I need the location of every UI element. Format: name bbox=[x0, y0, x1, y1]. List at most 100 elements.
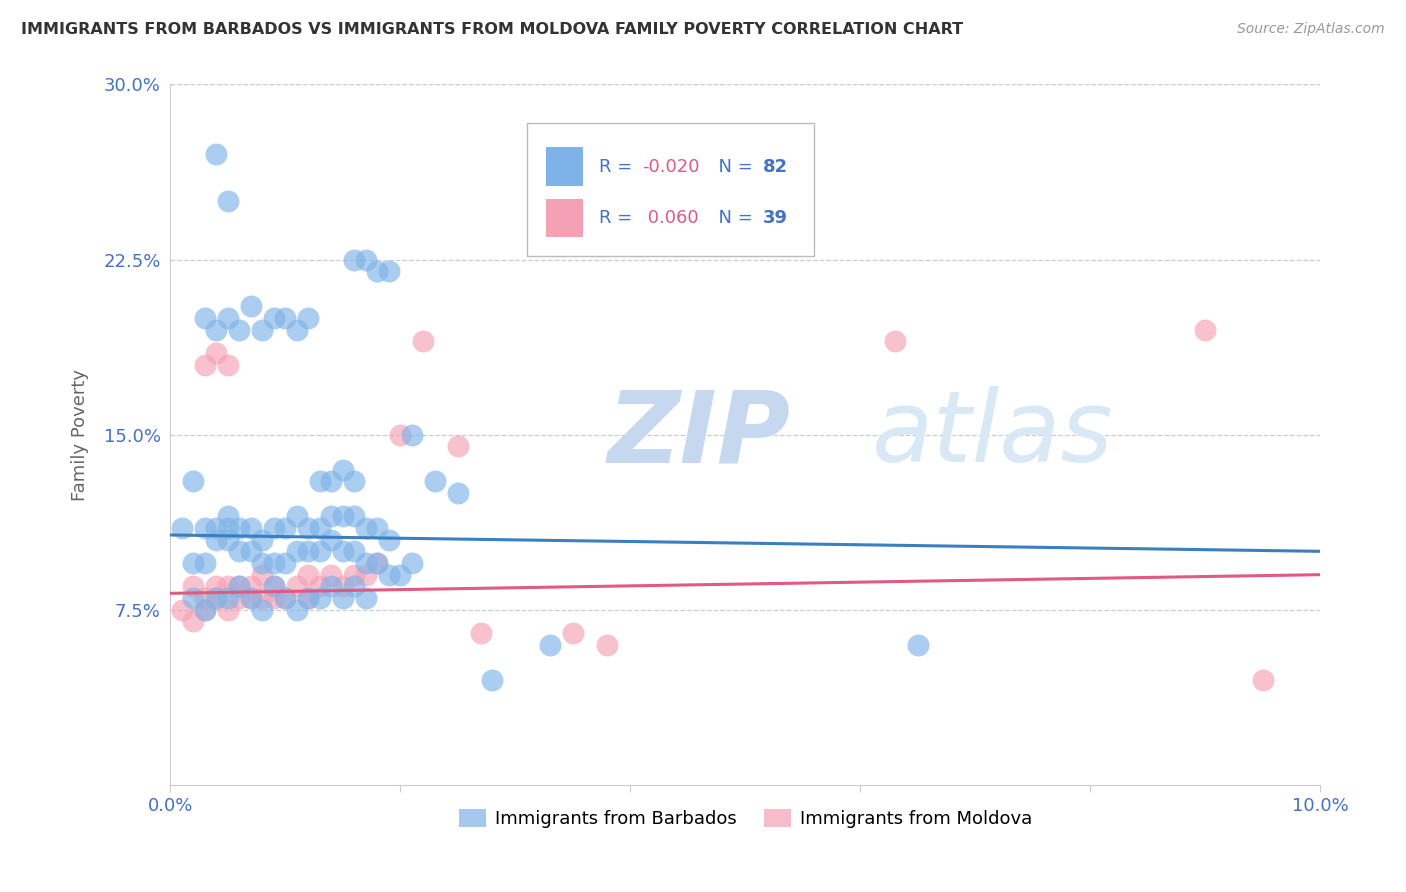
Point bbox=[561, 626, 583, 640]
Point bbox=[252, 322, 274, 336]
Point bbox=[205, 147, 228, 161]
Point bbox=[194, 602, 217, 616]
Point bbox=[239, 299, 262, 313]
Point bbox=[343, 252, 366, 267]
Point bbox=[308, 544, 330, 558]
Point bbox=[332, 509, 354, 524]
Point bbox=[285, 509, 308, 524]
Point bbox=[194, 556, 217, 570]
Point bbox=[297, 591, 319, 605]
Point bbox=[332, 579, 354, 593]
Point bbox=[205, 533, 228, 547]
Point bbox=[263, 556, 285, 570]
Point bbox=[170, 521, 193, 535]
Point bbox=[263, 521, 285, 535]
Point bbox=[285, 544, 308, 558]
Point bbox=[332, 462, 354, 476]
Point bbox=[263, 579, 285, 593]
Point bbox=[297, 310, 319, 325]
Point bbox=[308, 591, 330, 605]
Point bbox=[194, 521, 217, 535]
Point bbox=[1251, 673, 1274, 687]
Point bbox=[423, 475, 446, 489]
Point bbox=[412, 334, 434, 349]
Point bbox=[239, 591, 262, 605]
Point bbox=[366, 264, 388, 278]
Point bbox=[378, 567, 401, 582]
Point bbox=[252, 556, 274, 570]
Legend: Immigrants from Barbados, Immigrants from Moldova: Immigrants from Barbados, Immigrants fro… bbox=[451, 801, 1039, 835]
Point bbox=[217, 509, 239, 524]
Text: ZIP: ZIP bbox=[607, 386, 790, 483]
Point bbox=[194, 591, 217, 605]
Point bbox=[321, 509, 343, 524]
Point bbox=[181, 615, 204, 629]
Point bbox=[217, 358, 239, 372]
Point bbox=[252, 591, 274, 605]
Point bbox=[239, 579, 262, 593]
Point bbox=[217, 602, 239, 616]
Point bbox=[181, 591, 204, 605]
Text: Source: ZipAtlas.com: Source: ZipAtlas.com bbox=[1237, 22, 1385, 37]
Point bbox=[228, 322, 250, 336]
Point bbox=[297, 567, 319, 582]
Point bbox=[285, 602, 308, 616]
Point bbox=[170, 602, 193, 616]
Point bbox=[263, 591, 285, 605]
Text: R =: R = bbox=[599, 158, 638, 176]
Point bbox=[217, 591, 239, 605]
Point bbox=[366, 556, 388, 570]
Point bbox=[1194, 322, 1216, 336]
Point bbox=[447, 439, 470, 453]
Point bbox=[321, 567, 343, 582]
Point bbox=[228, 544, 250, 558]
Point bbox=[297, 544, 319, 558]
Point bbox=[285, 579, 308, 593]
Point bbox=[274, 521, 297, 535]
Point bbox=[274, 591, 297, 605]
Point bbox=[378, 264, 401, 278]
Text: IMMIGRANTS FROM BARBADOS VS IMMIGRANTS FROM MOLDOVA FAMILY POVERTY CORRELATION C: IMMIGRANTS FROM BARBADOS VS IMMIGRANTS F… bbox=[21, 22, 963, 37]
Point bbox=[470, 626, 492, 640]
Point bbox=[389, 567, 412, 582]
Point bbox=[321, 475, 343, 489]
Point bbox=[217, 310, 239, 325]
Text: 39: 39 bbox=[762, 210, 787, 227]
Point bbox=[343, 567, 366, 582]
Point bbox=[321, 533, 343, 547]
Point bbox=[205, 591, 228, 605]
FancyBboxPatch shape bbox=[547, 199, 583, 237]
Point bbox=[205, 521, 228, 535]
Point bbox=[252, 602, 274, 616]
Point bbox=[297, 591, 319, 605]
Point bbox=[228, 579, 250, 593]
Point bbox=[366, 521, 388, 535]
Text: N =: N = bbox=[707, 210, 759, 227]
Point bbox=[332, 544, 354, 558]
Point bbox=[181, 475, 204, 489]
Point bbox=[217, 521, 239, 535]
Point bbox=[263, 579, 285, 593]
Point bbox=[228, 591, 250, 605]
FancyBboxPatch shape bbox=[547, 147, 583, 186]
Point bbox=[907, 638, 929, 652]
Point bbox=[354, 252, 377, 267]
Text: atlas: atlas bbox=[872, 386, 1114, 483]
Point bbox=[343, 475, 366, 489]
Point bbox=[366, 556, 388, 570]
Point bbox=[354, 591, 377, 605]
FancyBboxPatch shape bbox=[527, 123, 814, 256]
Point bbox=[354, 521, 377, 535]
Point bbox=[252, 533, 274, 547]
Point bbox=[239, 591, 262, 605]
Point bbox=[538, 638, 561, 652]
Point bbox=[332, 591, 354, 605]
Point bbox=[205, 346, 228, 360]
Point bbox=[285, 322, 308, 336]
Point bbox=[217, 533, 239, 547]
Point bbox=[228, 521, 250, 535]
Point bbox=[228, 579, 250, 593]
Point bbox=[389, 427, 412, 442]
Point bbox=[239, 544, 262, 558]
Point bbox=[378, 533, 401, 547]
